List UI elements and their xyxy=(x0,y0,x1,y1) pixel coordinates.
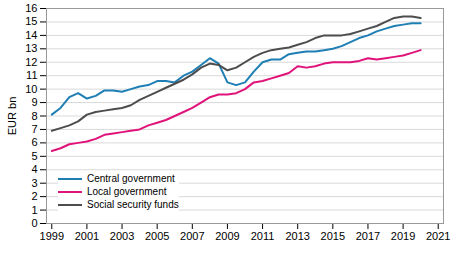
svg-text:4: 4 xyxy=(31,163,37,175)
svg-text:2007: 2007 xyxy=(180,230,204,242)
html-text:Social security funds: Social security funds xyxy=(87,199,179,210)
svg-text:5: 5 xyxy=(31,150,37,162)
svg-text:14: 14 xyxy=(25,29,37,41)
svg-text:2003: 2003 xyxy=(110,230,134,242)
svg-text:10: 10 xyxy=(25,83,37,95)
svg-text:7: 7 xyxy=(31,123,37,135)
svg-text:2009: 2009 xyxy=(215,230,239,242)
svg-text:11: 11 xyxy=(26,69,37,81)
svg-text:9: 9 xyxy=(31,96,37,108)
svg-text:1999: 1999 xyxy=(40,230,64,242)
svg-text:3: 3 xyxy=(31,177,37,189)
svg-text:2019: 2019 xyxy=(391,230,415,242)
svg-text:2011: 2011 xyxy=(251,230,275,242)
svg-text:16: 16 xyxy=(25,2,37,14)
svg-text:2017: 2017 xyxy=(356,230,380,242)
svg-text:2: 2 xyxy=(31,190,37,202)
html-text:Local government: Local government xyxy=(87,186,167,197)
svg-text:2001: 2001 xyxy=(75,230,99,242)
svg-text:12: 12 xyxy=(25,56,37,68)
svg-text:8: 8 xyxy=(31,110,37,122)
html-text:Central government: Central government xyxy=(87,173,175,184)
svg-text:2013: 2013 xyxy=(285,230,309,242)
svg-text:2015: 2015 xyxy=(321,230,345,242)
svg-text:13: 13 xyxy=(25,42,37,54)
svg-text:1: 1 xyxy=(31,204,37,216)
svg-text:15: 15 xyxy=(25,15,37,27)
svg-text:2021: 2021 xyxy=(426,230,450,242)
svg-text:EUR bn: EUR bn xyxy=(6,97,18,136)
svg-text:6: 6 xyxy=(31,136,37,148)
svg-text:0: 0 xyxy=(31,217,37,229)
svg-text:2005: 2005 xyxy=(145,230,169,242)
